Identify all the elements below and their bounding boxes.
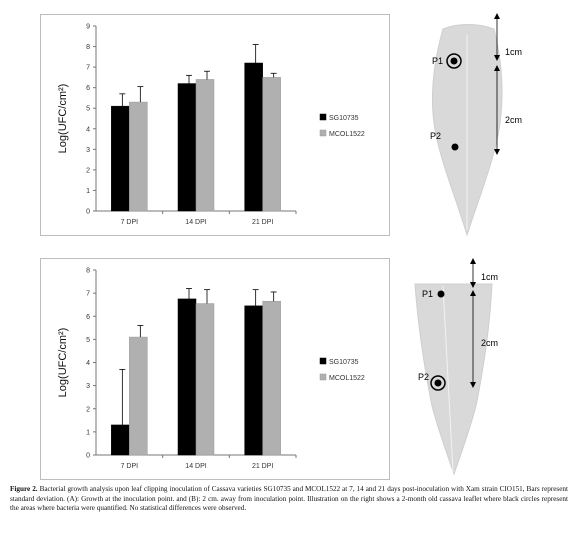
bar-mcol1522-21-dpi [262,77,281,212]
bar-mcol1522-14-dpi [195,303,215,456]
x-tick-label: 7 DPI [121,463,139,470]
y-tick-label: 2 [86,167,90,174]
point-label-p1: P1 [432,56,443,66]
y-tick-label: 8 [86,44,90,51]
bar-sg10735-21-dpi [244,62,263,212]
legend-swatch-sg10735 [319,357,327,365]
y-tick-label: 8 [86,268,90,275]
y-tick-label: 6 [86,314,90,321]
y-tick-label: 2 [86,406,90,413]
leaf-midrib [442,285,454,473]
sampling-point-1-ring [446,53,462,69]
bar-sg10735-14-dpi [177,298,197,456]
caption-text: Bacterial growth analysis upon leaf clip… [10,485,569,513]
y-tick-label: 0 [86,209,90,216]
y-axis-label: Log(UFC/cm²) [57,84,69,154]
figure-caption: Figure 2. Bacterial growth analysis upon… [10,485,568,514]
bar-chart-a: 0 1 2 3 4 5 6 7 8 9 Log(UFC/cm²) 7 DPI 14 DPI 21 DPI S… [40,14,390,236]
y-tick-label: 5 [86,337,90,344]
x-tick-label: 21 DPI [252,463,273,470]
legend-label-mcol1522: MCOL1522 [329,375,365,382]
y-tick-label: 5 [86,106,90,113]
bar-sg10735-7-dpi [111,105,130,212]
chart-frame [40,258,390,480]
bar-mcol1522-21-dpi [262,300,281,456]
bar-sg10735-21-dpi [244,305,263,456]
sampling-point-2 [451,143,459,151]
legend-label-sg10735: SG10735 [329,115,359,122]
caption-label: Figure 2. [10,485,38,493]
x-tick-label: 21 DPI [252,219,273,226]
sampling-point-1 [437,290,445,298]
legend-label-sg10735: SG10735 [329,359,359,366]
chart-frame [40,14,390,236]
bar-mcol1522-14-dpi [195,79,215,212]
y-tick-label: 9 [86,24,90,31]
bar-mcol1522-7-dpi [129,336,148,456]
dimension-label-1cm: 1cm [481,272,498,282]
point-label-p1: P1 [422,289,433,299]
legend-swatch-mcol1522 [319,129,327,137]
sampling-point-1 [450,57,458,65]
leaf-illustration-b: P1 P2 1cm 2cm [414,258,498,476]
y-tick-label: 7 [86,65,90,72]
y-tick-label: 4 [86,126,90,133]
point-label-p2: P2 [430,131,441,141]
y-tick-label: 6 [86,85,90,92]
sampling-point-2-ring [430,375,446,391]
bar-mcol1522-7-dpi [129,101,148,212]
dimension-label-1cm: 1cm [505,47,522,57]
dimension-label-2cm: 2cm [505,115,522,125]
y-tick-label: 1 [86,188,90,195]
y-tick-label: 1 [86,429,90,436]
legend-swatch-mcol1522 [319,373,327,381]
legend-label-mcol1522: MCOL1522 [329,131,365,138]
x-tick-label: 14 DPI [185,219,206,226]
sampling-point-2 [434,379,442,387]
bar-sg10735-7-dpi [111,424,130,456]
y-tick-label: 3 [86,383,90,390]
y-axis-label: Log(UFC/cm²) [57,328,69,398]
bar-chart-b: 0 1 2 3 4 5 6 7 8 Log(UFC/cm²) 7 DPI 14 DPI 21 DPI SG… [40,258,390,480]
dimension-label-2cm: 2cm [481,338,498,348]
y-tick-label: 0 [86,453,90,460]
y-tick-label: 4 [86,360,90,367]
bar-sg10735-14-dpi [177,83,197,212]
x-tick-label: 14 DPI [185,463,206,470]
legend-swatch-sg10735 [319,113,327,121]
y-tick-label: 7 [86,291,90,298]
x-tick-label: 7 DPI [121,219,139,226]
y-tick-label: 3 [86,147,90,154]
arrowhead [470,258,476,288]
point-label-p2: P2 [418,372,429,382]
leaf-illustration-a: P1 P2 1cm 2cm [430,13,522,237]
